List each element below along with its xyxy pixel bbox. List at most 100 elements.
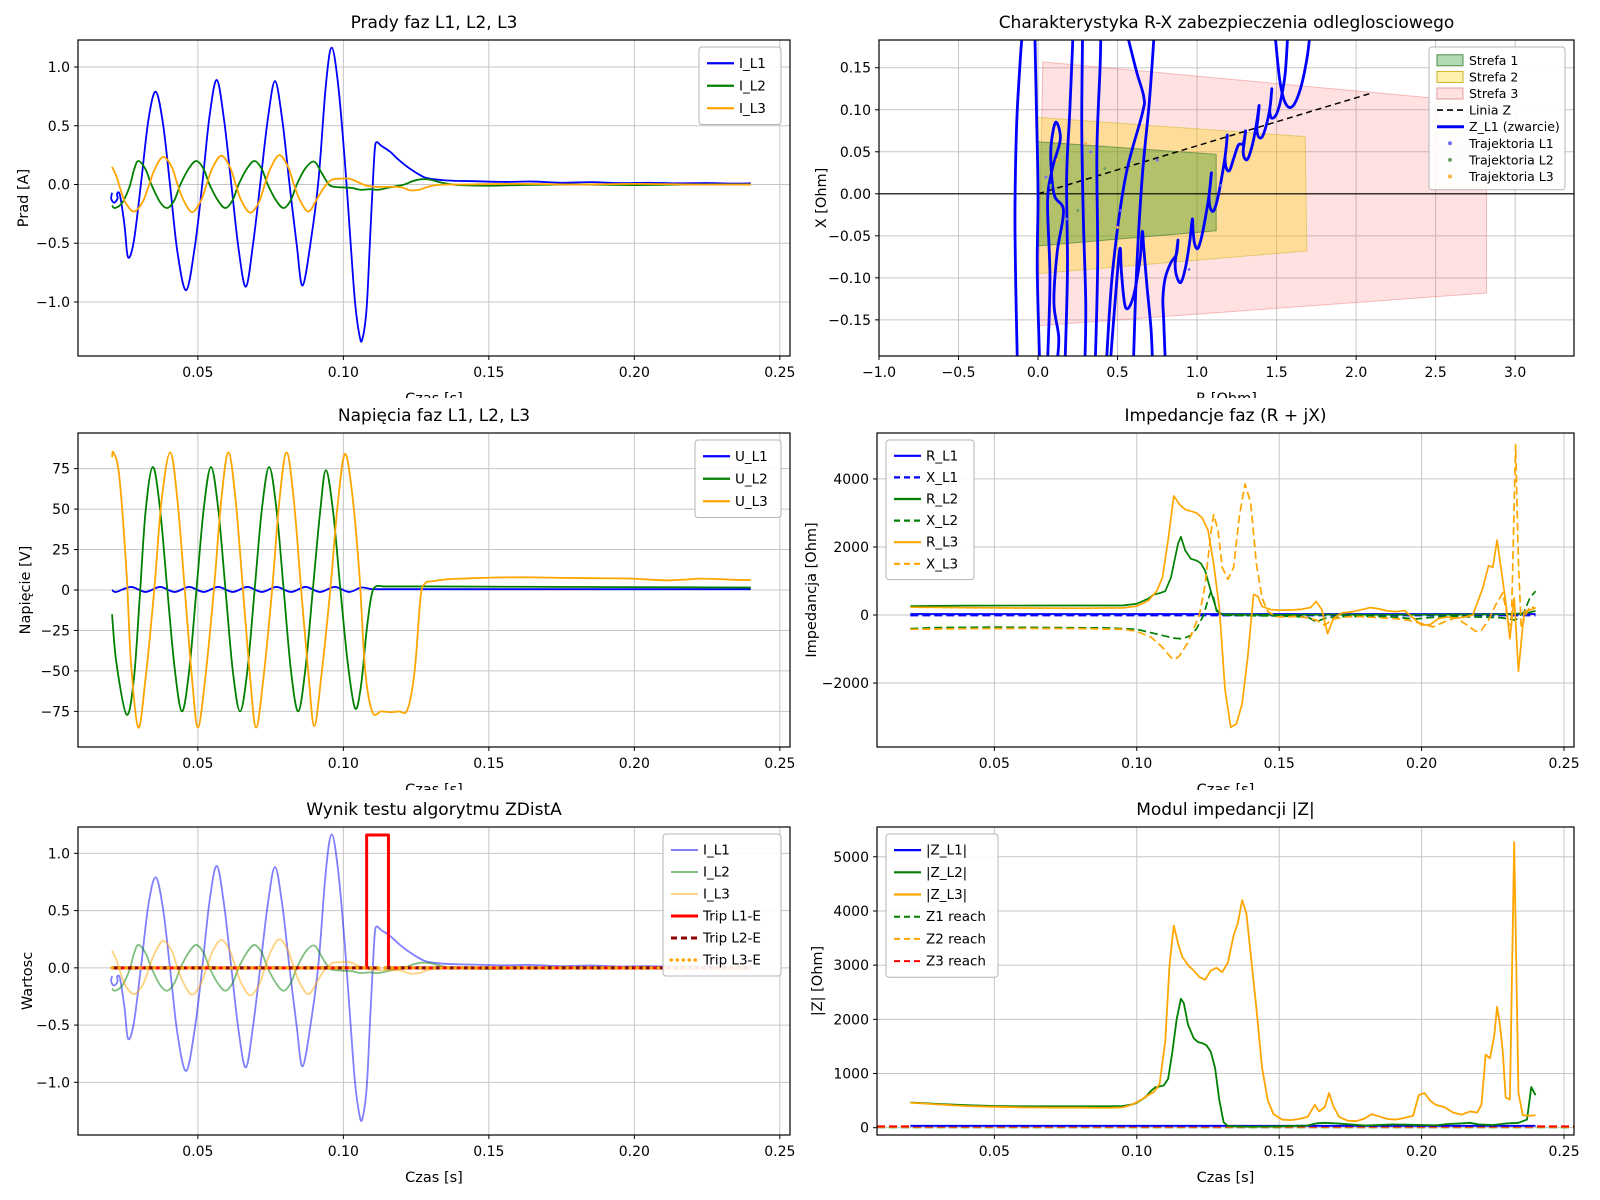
svg-text:0.10: 0.10: [1121, 756, 1152, 772]
marker-trajektoria-l1: [1155, 158, 1159, 162]
legend-label-1: I_L2: [703, 865, 730, 881]
svg-text:0.25: 0.25: [764, 365, 795, 381]
svg-text:−0.15: −0.15: [828, 313, 871, 329]
series-group: [111, 450, 751, 729]
y-axis-label: Impedancja [Ohm]: [804, 522, 820, 657]
series-i-l1: [110, 833, 751, 1122]
legend: |Z_L1| |Z_L2| |Z_L3| Z1 reach Z2 reach Z3 rea…: [885, 833, 999, 978]
svg-text:0.05: 0.05: [979, 756, 1010, 772]
svg-text:0.25: 0.25: [1548, 1144, 1579, 1160]
svg-text:0.05: 0.05: [182, 365, 213, 381]
legend-label-0: |Z_L1|: [926, 843, 967, 859]
chart-zdist: 0.05 0.10 0.15 0.20 0.25 −1.0 −0.5 0.0 0.5 1.0 Wyn…: [20, 800, 795, 1186]
svg-text:3000: 3000: [833, 958, 869, 974]
series-r-l3: [910, 495, 1536, 729]
svg-text:−1.0: −1.0: [36, 1075, 70, 1091]
legend-marker-5: [1448, 141, 1452, 146]
y-axis-label: Wartosc: [20, 952, 36, 1010]
series-z-l1-zwarcie-: [1094, 40, 1103, 356]
svg-text:0: 0: [860, 608, 869, 624]
x-axis-label: Czas [s]: [1197, 1170, 1255, 1186]
series-i-l2: [111, 160, 751, 209]
series--z-l3-: [910, 841, 1536, 1123]
series-z-l1-zwarcie-: [1046, 120, 1065, 356]
svg-text:0.5: 0.5: [48, 119, 70, 135]
marker-trajektoria-l2: [1076, 209, 1080, 213]
svg-text:0.0: 0.0: [1027, 365, 1049, 381]
svg-text:0.10: 0.10: [328, 756, 359, 772]
svg-text:1.5: 1.5: [1265, 365, 1287, 381]
marker-trajektoria-l1: [1219, 183, 1223, 187]
legend-swatch-2: [1436, 87, 1464, 100]
svg-text:1.0: 1.0: [48, 60, 70, 76]
series-i-l1: [110, 46, 751, 343]
y-axis-label: X [Ohm]: [814, 168, 830, 229]
series-u-l3: [111, 450, 751, 729]
marker-trajektoria-l1: [1065, 217, 1069, 221]
chart-impedances-root: 0.05 0.10 0.15 0.20 0.25 −2000 0 2000 4000 Impeda…: [804, 406, 1580, 790]
svg-text:0.0: 0.0: [48, 961, 70, 977]
tick-labels: 0.05 0.10 0.15 0.20 0.25 −1.0 −0.5 0.0 0.5 1.0: [36, 846, 795, 1160]
svg-text:0.0: 0.0: [48, 177, 70, 193]
svg-text:2.0: 2.0: [1345, 365, 1367, 381]
series-group: [1013, 40, 1373, 356]
legend-label-6: Trajektoria L2: [1468, 152, 1554, 167]
svg-text:−1.0: −1.0: [862, 365, 896, 381]
svg-text:−75: −75: [40, 704, 70, 720]
tick-labels: 0.05 0.10 0.15 0.20 0.25 −1.0 −0.5 0.0 0.5 1.0: [36, 60, 795, 381]
x-axis-label: Czas [s]: [405, 782, 463, 790]
series-group: [910, 444, 1537, 729]
svg-text:0.10: 0.10: [840, 103, 871, 119]
series-z-l1-zwarcie-: [1274, 40, 1311, 109]
legend-label-1: |Z_L2|: [926, 865, 967, 881]
svg-text:0.25: 0.25: [764, 756, 795, 772]
x-axis-label: Czas [s]: [405, 391, 463, 398]
chart-title: Wynik testu algorytmu ZDistA: [306, 800, 562, 820]
svg-text:0.15: 0.15: [473, 365, 504, 381]
chart-zdist-root: 0.05 0.10 0.15 0.20 0.25 −1.0 −0.5 0.0 0.5 1.0 Wyn…: [20, 800, 795, 1186]
svg-text:0.15: 0.15: [840, 61, 871, 77]
marker-trajektoria-l1: [1044, 175, 1048, 179]
legend: I_L1 I_L2 I_L3: [698, 46, 782, 125]
marker-trajektoria-l2: [1049, 183, 1053, 187]
legend-label-2: Strefa 3: [1469, 86, 1518, 101]
svg-text:2000: 2000: [833, 540, 869, 556]
legend: U_L1 U_L2 U_L3: [694, 439, 782, 518]
tick-labels: 0.05 0.10 0.15 0.20 0.25 −75 −50 −25 0 25 50 75: [40, 462, 795, 772]
legend-label-2: I_L3: [739, 101, 766, 117]
svg-text:0.10: 0.10: [1121, 1144, 1152, 1160]
legend-label-2: I_L3: [703, 887, 730, 903]
svg-text:1.0: 1.0: [48, 846, 70, 862]
svg-text:0.20: 0.20: [619, 756, 650, 772]
svg-text:0.05: 0.05: [182, 756, 213, 772]
svg-text:−0.05: −0.05: [828, 229, 871, 245]
marker-trajektoria-l1: [1187, 268, 1191, 271]
legend-label-3: X_L2: [926, 513, 958, 529]
series-z-l1-zwarcie-: [1161, 40, 1289, 356]
y-axis-label: Napięcie [V]: [18, 546, 34, 635]
svg-text:0.10: 0.10: [328, 1144, 359, 1160]
svg-text:0.20: 0.20: [619, 1144, 650, 1160]
legend-label-1: U_L2: [735, 471, 768, 487]
x-axis-label: R [Ohm]: [1196, 391, 1257, 398]
series-group: [110, 833, 753, 1122]
svg-text:0.05: 0.05: [840, 145, 871, 161]
series-z-l1-zwarcie-: [1132, 40, 1156, 356]
legend-label-4: Trip L2-E: [702, 931, 761, 947]
legend: I_L1 I_L2 I_L3 Trip L1-E Trip L2-E Trip L3-E: [662, 833, 782, 977]
chart-voltages-root: 0.05 0.10 0.15 0.20 0.25 −75 −50 −25 0 25 50 75 Napi…: [18, 406, 795, 790]
svg-text:0.25: 0.25: [1548, 756, 1579, 772]
legend-label-0: U_L1: [735, 449, 768, 465]
series-z-l1-zwarcie-: [1105, 40, 1146, 356]
series-z-l1-zwarcie-: [1033, 40, 1041, 356]
chart-zmod: 0.05 0.10 0.15 0.20 0.25 0 1000 2000 3000 4000 500…: [810, 800, 1580, 1186]
svg-text:25: 25: [52, 543, 70, 559]
chart-title: Impedancje faz (R + jX): [1125, 406, 1327, 426]
marker-trajektoria-l1: [1119, 209, 1123, 213]
series-linia-z: [1037, 92, 1373, 195]
svg-text:0.5: 0.5: [1106, 365, 1128, 381]
chart-rx: −1.0 −0.5 0.0 0.5 1.0 1.5 2.0 2.5 3.0 −0.15 −0.10 −…: [814, 13, 1575, 398]
marker-trajektoria-l3: [1084, 141, 1088, 145]
legend-label-5: Trajektoria L1: [1468, 136, 1554, 151]
